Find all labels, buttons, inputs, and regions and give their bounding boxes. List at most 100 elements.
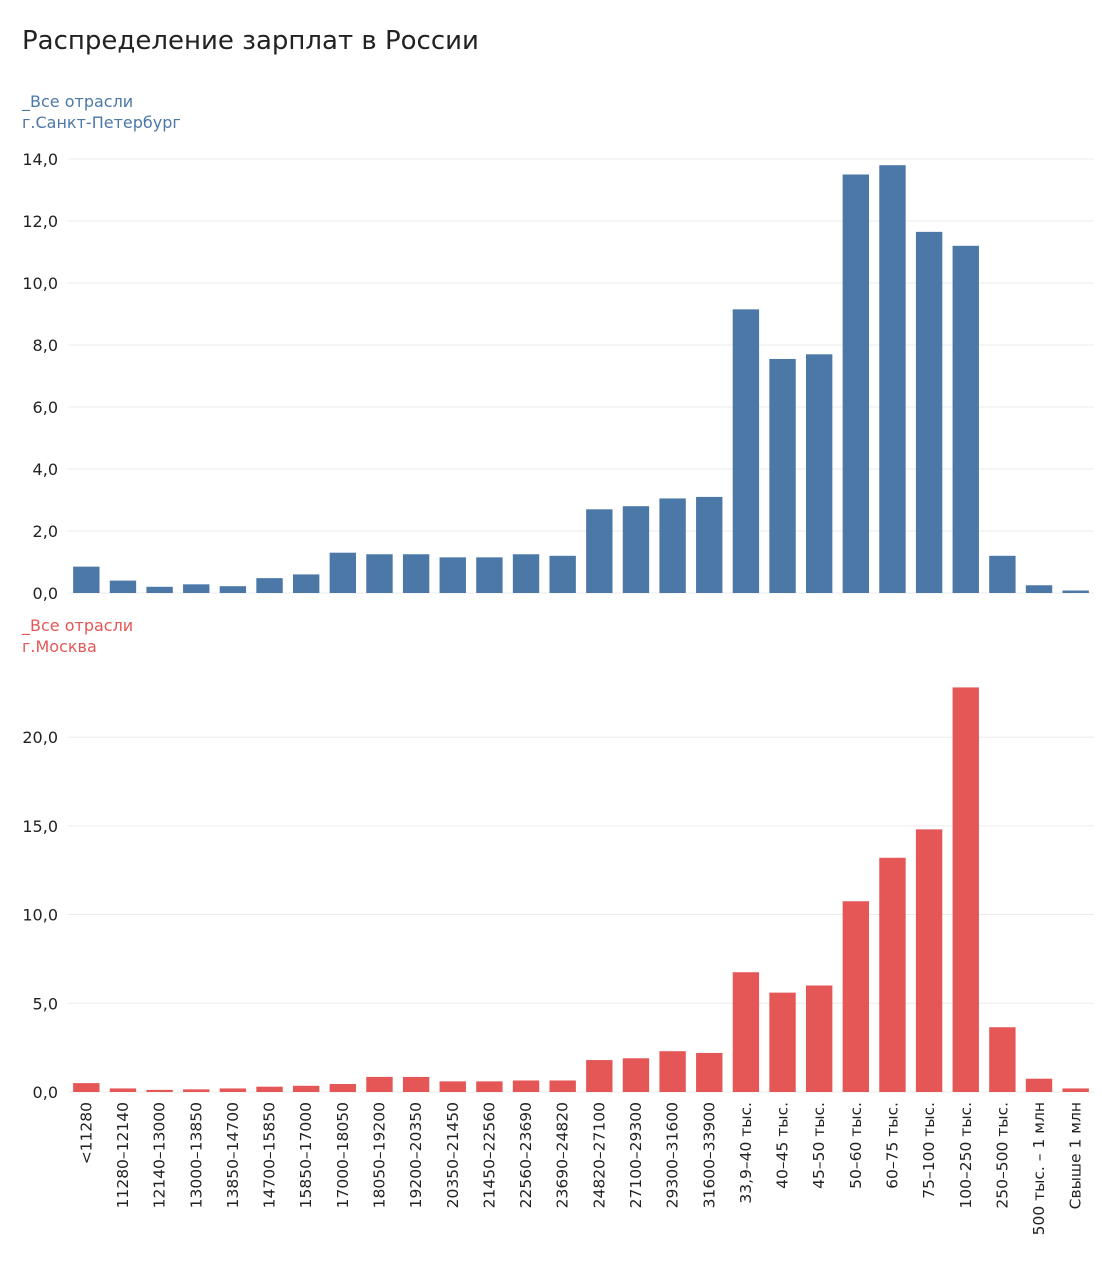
y-tick-label: 6,0 [33,398,58,417]
bar-spb-8 [366,554,393,593]
x-tick-label: 250–500 тыс. [993,1102,1011,1209]
bar-spb-0 [73,566,100,593]
x-tick-label: 60–75 тыс. [883,1102,901,1189]
bar-msk-15 [622,1058,650,1092]
bar-msk-25 [989,1027,1016,1092]
bar-msk-23 [915,829,943,1092]
bar-msk-10 [439,1081,466,1092]
x-tick-label: 13850–14700 [224,1102,242,1208]
bar-msk-26 [1025,1078,1053,1092]
y-tick-label: 10,0 [22,274,58,293]
bar-spb-4 [219,586,247,593]
x-tick-label: 100–250 тыс. [957,1102,975,1209]
y-tick-label: 10,0 [22,906,58,925]
x-tick-label: 24820–27100 [590,1102,608,1208]
bar-spb-11 [476,557,503,593]
panel-label-msk-line1: _Все отрасли [22,616,134,635]
x-tick-label: 18050–19200 [370,1102,388,1208]
y-tick-label: 15,0 [22,817,58,836]
bar-msk-1 [109,1088,137,1092]
bar-spb-10 [439,557,466,593]
bar-msk-12 [512,1080,540,1092]
bar-msk-18 [732,972,760,1092]
bar-spb-13 [549,555,576,593]
x-tick-label: 19200–20350 [407,1102,425,1208]
x-tick-label: 500 тыс. – 1 млн [1030,1102,1048,1235]
bar-msk-17 [696,1052,723,1092]
x-tick-label: 27100–29300 [627,1102,645,1208]
bar-msk-2 [146,1089,173,1092]
bar-msk-0 [73,1083,100,1092]
x-tick-label: 50–60 тыс. [847,1102,865,1189]
bar-spb-24 [952,245,979,594]
y-tick-label: 4,0 [33,460,58,479]
bar-spb-20 [805,354,833,593]
bar-spb-27 [1062,590,1089,593]
bar-msk-21 [842,901,870,1092]
bar-spb-26 [1025,585,1053,593]
x-axis-labels: <11280 11280–12140 12140–13000 13000–13850 1… [77,1102,1084,1235]
bar-msk-20 [805,985,833,1092]
y-tick-label: 14,0 [22,150,58,169]
bar-spb-22 [879,165,906,593]
y-tick-label: 8,0 [33,336,58,355]
bar-spb-7 [329,552,357,593]
bar-spb-14 [586,509,613,593]
bar-msk-8 [366,1076,393,1092]
bar-msk-5 [256,1086,283,1092]
y-tick-label: 20,0 [22,728,58,747]
bar-spb-17 [696,496,723,593]
panel-msk: 0,0 5,0 10,0 15,0 20,0 [22,687,1094,1102]
bar-msk-24 [952,687,979,1092]
bar-msk-16 [659,1051,686,1092]
bar-spb-6 [292,574,320,593]
bar-spb-3 [183,584,210,593]
y-tick-label: 0,0 [33,584,58,603]
bar-msk-9 [402,1076,430,1092]
bar-spb-1 [109,580,137,593]
y-tick-label: 5,0 [33,994,58,1013]
x-tick-label: 13000–13850 [187,1102,205,1208]
y-tick-label: 0,0 [33,1083,58,1102]
panel-label-spb-line2: г.Санкт-Петербург [22,113,181,132]
x-tick-label: 23690–24820 [554,1102,572,1208]
y-tick-label: 12,0 [22,212,58,231]
bar-spb-18 [732,309,760,593]
x-tick-label: 17000–18050 [334,1102,352,1208]
panel-label-spb: _Все отрасли г.Санкт-Петербург [22,91,181,133]
bar-spb-19 [769,358,796,593]
x-tick-label: 33,9–40 тыс. [737,1102,755,1204]
y-tick-label: 2,0 [33,522,58,541]
bar-spb-23 [915,231,943,593]
bar-spb-21 [842,174,870,593]
x-tick-label: Свыше 1 млн [1067,1102,1085,1209]
bar-spb-25 [989,555,1016,593]
x-tick-label: 12140–13000 [151,1102,169,1208]
chart-title: Распределение зарплат в России [22,26,479,56]
x-tick-label: 31600–33900 [700,1102,718,1208]
bar-msk-4 [219,1088,247,1092]
x-tick-label: 21450–22560 [480,1102,498,1208]
bar-msk-6 [292,1085,320,1092]
bar-msk-13 [549,1080,576,1092]
panel-spb: 0,0 2,0 4,0 6,0 8,0 10,0 12,0 14,0 [22,150,1094,603]
bar-spb-16 [659,498,686,593]
x-tick-label: <11280 [77,1102,95,1164]
x-tick-label: 11280–12140 [114,1102,132,1208]
bar-spb-2 [146,586,173,593]
panel-label-msk-line2: г.Москва [22,637,97,656]
panel-label-spb-line1: _Все отрасли [22,92,134,111]
panel-label-msk: _Все отрасли г.Москва [22,615,133,657]
bar-msk-3 [183,1089,210,1092]
bar-spb-9 [402,554,430,593]
x-tick-label: 14700–15850 [261,1102,279,1208]
x-tick-label: 22560–23690 [517,1102,535,1208]
x-tick-label: 40–45 тыс. [774,1102,792,1189]
x-tick-label: 75–100 тыс. [920,1102,938,1199]
bar-msk-27 [1062,1088,1089,1092]
bar-spb-15 [622,506,650,593]
x-tick-label: 15850–17000 [297,1102,315,1208]
bar-spb-12 [512,554,540,593]
bar-msk-7 [329,1084,357,1092]
